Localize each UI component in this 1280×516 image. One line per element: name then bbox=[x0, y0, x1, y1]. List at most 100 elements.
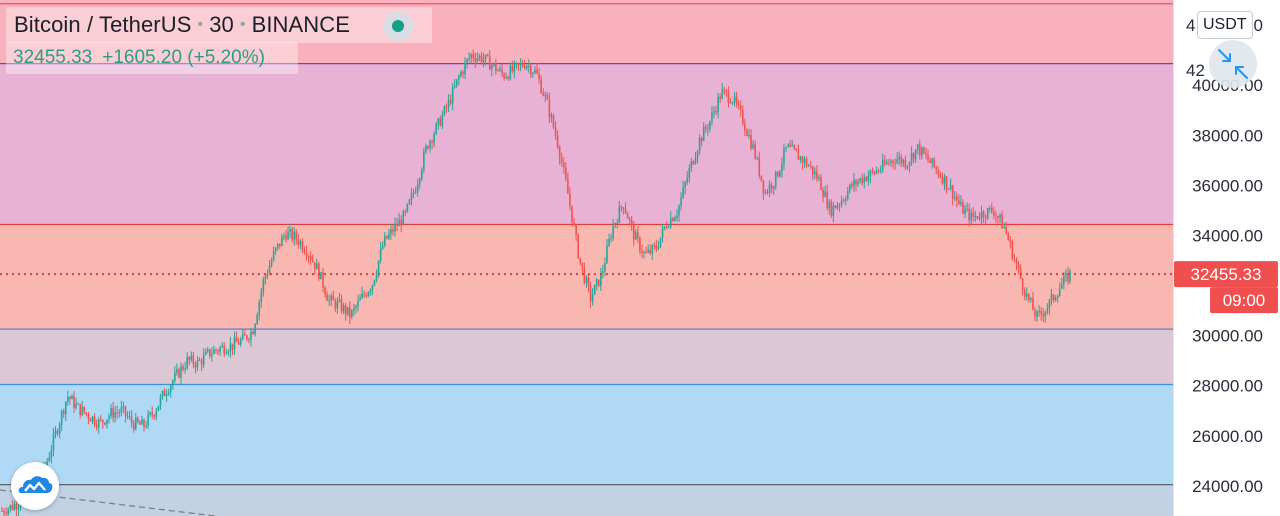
candle-body bbox=[60, 411, 63, 425]
candle-body bbox=[653, 245, 656, 247]
candle-body bbox=[392, 228, 394, 232]
candle-body bbox=[316, 263, 318, 270]
candle-body bbox=[400, 219, 403, 226]
candle-body bbox=[390, 228, 392, 234]
candle-body bbox=[626, 213, 629, 219]
candle-body bbox=[276, 243, 279, 248]
tradingview-cloud-icon[interactable] bbox=[11, 462, 59, 510]
exchange-label: BINANCE bbox=[251, 12, 351, 37]
candle-body bbox=[478, 55, 481, 58]
candle-body bbox=[898, 156, 901, 160]
candle-body bbox=[931, 158, 933, 163]
candle-body bbox=[587, 277, 590, 286]
candle-body bbox=[114, 412, 116, 418]
candle-body bbox=[159, 396, 162, 406]
candle-body bbox=[5, 513, 7, 515]
candle-body bbox=[1067, 273, 1069, 282]
candle-body bbox=[696, 151, 699, 159]
candle-body bbox=[83, 406, 86, 413]
candle-body bbox=[410, 193, 413, 200]
candle-body bbox=[64, 401, 67, 414]
candle-body bbox=[447, 99, 450, 108]
candle-body bbox=[147, 414, 149, 427]
candle-body bbox=[503, 73, 505, 79]
candle-body bbox=[960, 202, 962, 204]
candle-body bbox=[95, 424, 98, 428]
candle-body bbox=[731, 102, 734, 104]
candle-body bbox=[655, 245, 658, 249]
candle-body bbox=[305, 252, 308, 257]
collapse-arrows-icon[interactable] bbox=[1209, 40, 1257, 88]
candle-body bbox=[336, 301, 339, 309]
last-price-tag-label: 32455.33 bbox=[1191, 265, 1262, 284]
candle-body bbox=[482, 59, 485, 62]
candle-body bbox=[71, 395, 73, 400]
candle-body bbox=[1065, 273, 1067, 277]
candle-body bbox=[480, 55, 483, 62]
candle-body bbox=[742, 109, 744, 124]
candle-body bbox=[1054, 298, 1057, 301]
candle-body bbox=[1011, 242, 1014, 260]
currency-button[interactable]: USDT bbox=[1197, 11, 1253, 39]
candle-body bbox=[406, 203, 409, 212]
candle-body bbox=[717, 96, 719, 113]
candle-body bbox=[707, 128, 709, 130]
candle-body bbox=[933, 158, 935, 167]
candle-body bbox=[381, 245, 384, 249]
candle-body bbox=[120, 407, 123, 413]
candle-body bbox=[287, 231, 289, 240]
candle-body bbox=[69, 396, 71, 400]
symbol-header[interactable]: Bitcoin / TetherUS • 30 • BINANCE bbox=[14, 12, 351, 37]
candle-body bbox=[941, 176, 944, 184]
candle-body bbox=[418, 178, 421, 185]
candle-body bbox=[828, 202, 831, 209]
candle-body bbox=[118, 412, 121, 414]
candle-body bbox=[200, 360, 203, 365]
candle-body bbox=[1058, 288, 1061, 297]
candle-body bbox=[970, 212, 973, 221]
candle-body bbox=[106, 419, 108, 425]
candle-body bbox=[700, 137, 703, 142]
candle-body bbox=[206, 349, 209, 352]
candle-body bbox=[581, 262, 584, 268]
candle-body bbox=[682, 187, 684, 198]
candle-body bbox=[13, 504, 16, 510]
y-tick-label: 24000.00 bbox=[1192, 477, 1263, 496]
candle-body bbox=[126, 415, 129, 417]
last-price-tag bbox=[1174, 261, 1278, 288]
candle-body bbox=[1001, 214, 1003, 229]
candle-body bbox=[982, 211, 985, 218]
candle-body bbox=[429, 141, 431, 149]
candle-body bbox=[591, 294, 594, 302]
candle-body bbox=[313, 262, 316, 270]
candle-body bbox=[1063, 276, 1065, 285]
candle-body bbox=[906, 166, 909, 168]
candle-body bbox=[651, 245, 654, 254]
candle-body bbox=[67, 396, 69, 402]
candle-body bbox=[978, 218, 981, 220]
candle-body bbox=[213, 349, 215, 354]
candle-body bbox=[968, 208, 970, 221]
candle-body bbox=[758, 157, 761, 176]
candle-body bbox=[369, 290, 372, 293]
candle-body bbox=[830, 202, 833, 216]
candle-body bbox=[949, 185, 952, 189]
candle-body bbox=[225, 353, 228, 355]
zone-band bbox=[0, 63, 1173, 225]
candle-body bbox=[165, 394, 168, 397]
candle-body bbox=[709, 121, 711, 129]
zone-band bbox=[0, 0, 1173, 64]
candle-body bbox=[863, 176, 866, 183]
candle-body bbox=[9, 505, 12, 510]
candle-body bbox=[270, 260, 273, 266]
candle-body bbox=[1030, 298, 1032, 300]
candle-body bbox=[1038, 311, 1040, 313]
candle-body bbox=[217, 350, 219, 352]
candle-body bbox=[495, 63, 497, 72]
candle-body bbox=[723, 89, 726, 91]
candle-body bbox=[746, 130, 748, 136]
candle-body bbox=[155, 410, 158, 417]
candle-body bbox=[991, 207, 993, 213]
candle-body bbox=[466, 59, 468, 63]
